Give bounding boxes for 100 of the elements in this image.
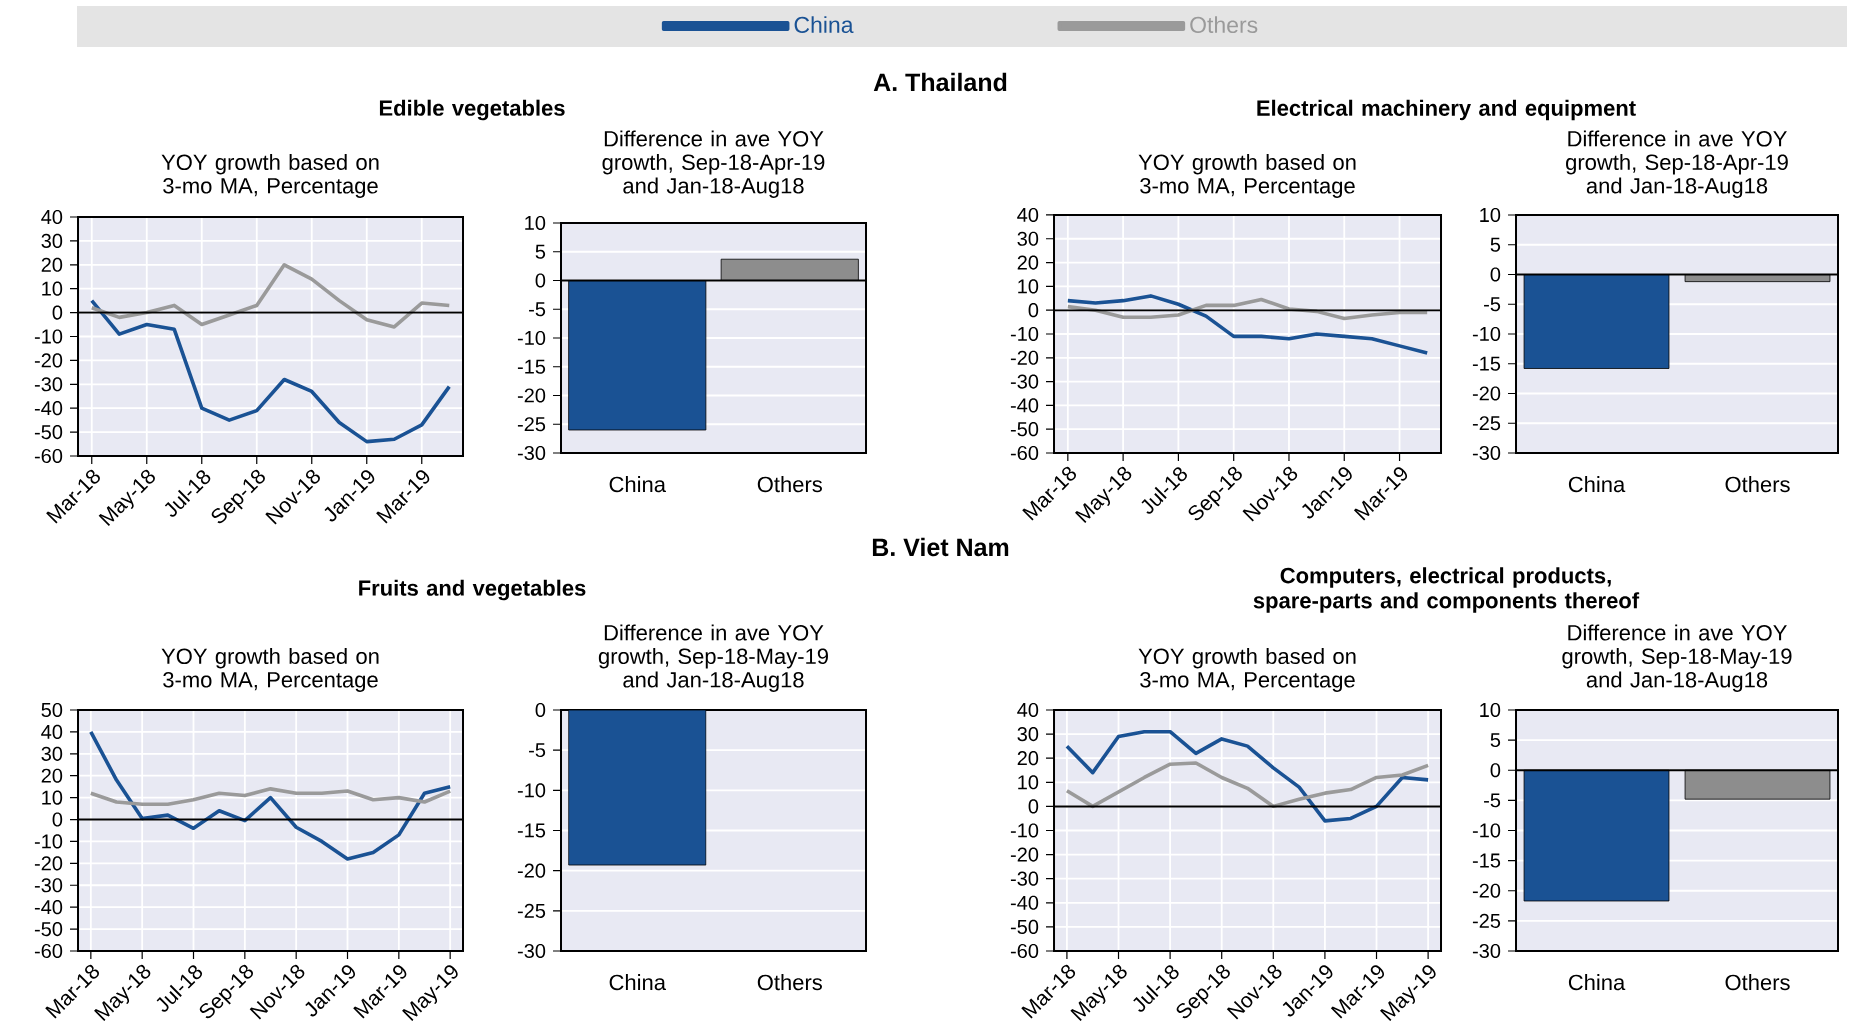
y-tick-label: -5 bbox=[529, 302, 546, 317]
x-tick-label: China bbox=[1568, 476, 1626, 493]
y-tick-label: -60 bbox=[34, 448, 63, 464]
y-tick-label: -60 bbox=[1010, 943, 1039, 959]
y-tick-label: 10 bbox=[42, 790, 63, 805]
y-tick-label: 20 bbox=[41, 257, 63, 272]
y-tick-label: -40 bbox=[34, 401, 63, 416]
y-tick-label: 10 bbox=[1480, 207, 1501, 223]
y-tick-label: 0 bbox=[535, 273, 546, 288]
y-tick-label: -40 bbox=[1010, 895, 1039, 910]
y-tick-label: -25 bbox=[517, 417, 546, 432]
text: B. Viet Nam bbox=[872, 537, 1009, 557]
chart-title: Difference in ave YOY growth, Sep-18-May-19 and Jan-18-Aug18 bbox=[1562, 624, 1792, 692]
y-tick-label: 0 bbox=[1028, 303, 1039, 318]
y-tick-label: -5 bbox=[1484, 297, 1501, 312]
y-tick-label: -25 bbox=[517, 903, 546, 918]
y-tick-label: -10 bbox=[1472, 326, 1501, 342]
y-tick-label: 5 bbox=[535, 244, 546, 259]
y-tick-label: -15 bbox=[1472, 356, 1501, 371]
y-tick-label: -40 bbox=[1010, 398, 1039, 413]
chart-title: Electrical machinery and equipment bbox=[1257, 99, 1636, 121]
y-tick-label: 10 bbox=[525, 215, 546, 231]
y-tick-label: -50 bbox=[1010, 422, 1039, 437]
chart-title: Difference in ave YOY growth, Sep-18-Apr-19 and Jan-18-Aug18 bbox=[602, 130, 825, 198]
y-tick-label: -25 bbox=[1472, 416, 1501, 431]
y-tick-label: -50 bbox=[34, 922, 63, 937]
y-tick-label: -60 bbox=[34, 943, 63, 959]
x-tick-label: Others bbox=[1725, 476, 1790, 493]
chart-subtitle: YOY growth based on 3-mo MA, Percentage bbox=[1138, 647, 1356, 692]
y-tick-label: 0 bbox=[1028, 799, 1039, 814]
chart-title: Edible vegetables bbox=[379, 99, 565, 121]
y-tick-label: 10 bbox=[1018, 775, 1039, 790]
x-tick-label: Others bbox=[1725, 974, 1790, 991]
y-tick-label: 40 bbox=[41, 724, 63, 739]
y-tick-label: -30 bbox=[34, 377, 63, 392]
y-tick-label: -30 bbox=[1472, 943, 1501, 959]
y-tick-label: -20 bbox=[34, 353, 63, 368]
x-tick-label: Others bbox=[757, 476, 822, 493]
y-tick-label: 40 bbox=[1017, 702, 1039, 718]
y-tick-label: -10 bbox=[517, 783, 546, 798]
y-tick-label: -20 bbox=[517, 863, 546, 878]
y-tick-label: 50 bbox=[41, 702, 63, 718]
y-tick-label: 5 bbox=[1490, 733, 1501, 748]
y-tick-label: 20 bbox=[41, 768, 63, 783]
y-tick-label: -50 bbox=[1010, 919, 1039, 934]
y-tick-label: -30 bbox=[1472, 445, 1501, 461]
y-tick-label: 10 bbox=[1480, 702, 1501, 718]
y-tick-label: 10 bbox=[1018, 279, 1039, 294]
y-tick-label: 30 bbox=[41, 233, 63, 248]
y-tick-label: -30 bbox=[34, 878, 63, 893]
y-tick-label: 20 bbox=[1017, 751, 1039, 766]
chart-subtitle: YOY growth based on 3-mo MA, Percentage bbox=[161, 647, 379, 692]
y-tick-label: 0 bbox=[1490, 267, 1501, 282]
y-tick-label: -25 bbox=[1472, 913, 1501, 928]
text: China bbox=[794, 16, 854, 34]
y-tick-label: 10 bbox=[42, 281, 63, 296]
y-tick-label: -10 bbox=[1010, 823, 1039, 838]
y-tick-label: -20 bbox=[517, 388, 546, 403]
text: Others bbox=[1190, 16, 1258, 34]
y-tick-label: 30 bbox=[1017, 231, 1039, 246]
y-tick-label: 5 bbox=[1490, 237, 1501, 252]
y-tick-label: -30 bbox=[1010, 374, 1039, 389]
y-tick-label: -20 bbox=[34, 856, 63, 871]
chart-title: Computers, electrical products, spare-parts and components thereof bbox=[1253, 567, 1640, 613]
y-tick-label: -10 bbox=[1472, 823, 1501, 838]
y-tick-label: 0 bbox=[52, 305, 63, 320]
x-tick-label: China bbox=[609, 476, 666, 493]
x-tick-label: China bbox=[1568, 974, 1626, 991]
y-tick-label: -10 bbox=[34, 834, 63, 849]
chart-subtitle: YOY growth based on 3-mo MA, Percentage bbox=[161, 153, 379, 198]
y-tick-label: -15 bbox=[517, 359, 546, 374]
chart-title: Difference in ave YOY growth, Sep-18-May-19 and Jan-18-Aug18 bbox=[598, 624, 828, 692]
y-tick-label: 40 bbox=[1017, 207, 1039, 223]
text: A. Thailand bbox=[873, 72, 1007, 92]
y-tick-label: -20 bbox=[1010, 847, 1039, 862]
y-tick-label: 0 bbox=[535, 702, 546, 718]
chart-title: Fruits and vegetables bbox=[359, 579, 586, 601]
y-tick-label: -30 bbox=[517, 943, 546, 959]
y-tick-label: 20 bbox=[1017, 255, 1039, 270]
y-tick-label: -50 bbox=[34, 425, 63, 440]
y-tick-label: -5 bbox=[529, 743, 546, 758]
y-tick-label: -10 bbox=[517, 330, 546, 346]
y-tick-label: -20 bbox=[1472, 386, 1501, 401]
y-tick-label: 0 bbox=[1490, 763, 1501, 778]
y-tick-label: -40 bbox=[34, 900, 63, 915]
y-tick-label: -10 bbox=[34, 329, 63, 344]
y-tick-label: -30 bbox=[1010, 871, 1039, 886]
y-tick-label: 30 bbox=[41, 746, 63, 761]
y-tick-label: -60 bbox=[1010, 445, 1039, 461]
y-tick-label: 30 bbox=[1017, 727, 1039, 742]
chart-subtitle: YOY growth based on 3-mo MA, Percentage bbox=[1138, 153, 1356, 198]
y-tick-label: 0 bbox=[52, 812, 63, 827]
y-tick-label: -10 bbox=[1010, 326, 1039, 342]
y-tick-label: 40 bbox=[41, 209, 63, 225]
y-tick-label: -20 bbox=[1472, 883, 1501, 898]
y-tick-label: -20 bbox=[1010, 350, 1039, 365]
y-tick-label: -5 bbox=[1484, 793, 1501, 808]
y-tick-label: -15 bbox=[1472, 853, 1501, 868]
x-tick-label: Others bbox=[757, 974, 822, 991]
chart-title: Difference in ave YOY growth, Sep-18-Apr-19 and Jan-18-Aug18 bbox=[1566, 130, 1788, 198]
